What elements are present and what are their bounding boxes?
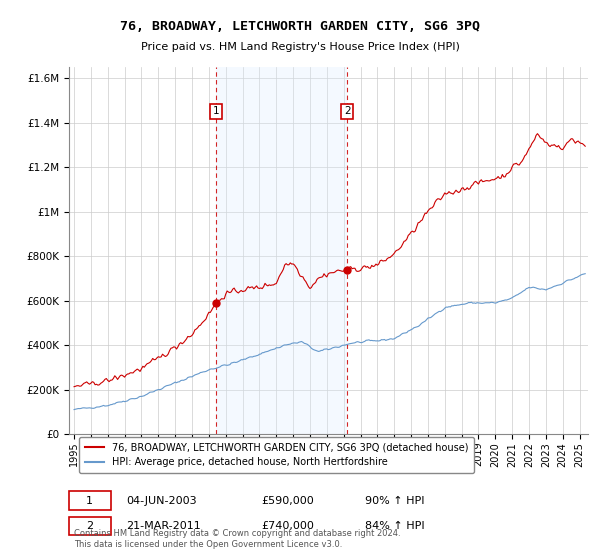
Text: 04-JUN-2003: 04-JUN-2003 [126, 496, 197, 506]
Text: 21-MAR-2011: 21-MAR-2011 [126, 521, 201, 531]
FancyBboxPatch shape [69, 517, 110, 535]
Text: 2: 2 [86, 521, 94, 531]
Text: 76, BROADWAY, LETCHWORTH GARDEN CITY, SG6 3PQ: 76, BROADWAY, LETCHWORTH GARDEN CITY, SG… [120, 20, 480, 32]
Text: £740,000: £740,000 [261, 521, 314, 531]
Point [343, 265, 352, 274]
Text: 1: 1 [213, 106, 220, 116]
Text: £590,000: £590,000 [261, 496, 314, 506]
Text: 2: 2 [344, 106, 350, 116]
Text: Contains HM Land Registry data © Crown copyright and database right 2024.
This d: Contains HM Land Registry data © Crown c… [74, 529, 401, 549]
Point [211, 298, 221, 307]
Bar [216, 67, 347, 434]
Text: Price paid vs. HM Land Registry's House Price Index (HPI): Price paid vs. HM Land Registry's House … [140, 42, 460, 52]
FancyBboxPatch shape [69, 492, 110, 510]
Text: 1: 1 [86, 496, 93, 506]
Text: 84% ↑ HPI: 84% ↑ HPI [365, 521, 424, 531]
Legend: 76, BROADWAY, LETCHWORTH GARDEN CITY, SG6 3PQ (detached house), HPI: Average pri: 76, BROADWAY, LETCHWORTH GARDEN CITY, SG… [79, 437, 475, 473]
Text: 90% ↑ HPI: 90% ↑ HPI [365, 496, 424, 506]
